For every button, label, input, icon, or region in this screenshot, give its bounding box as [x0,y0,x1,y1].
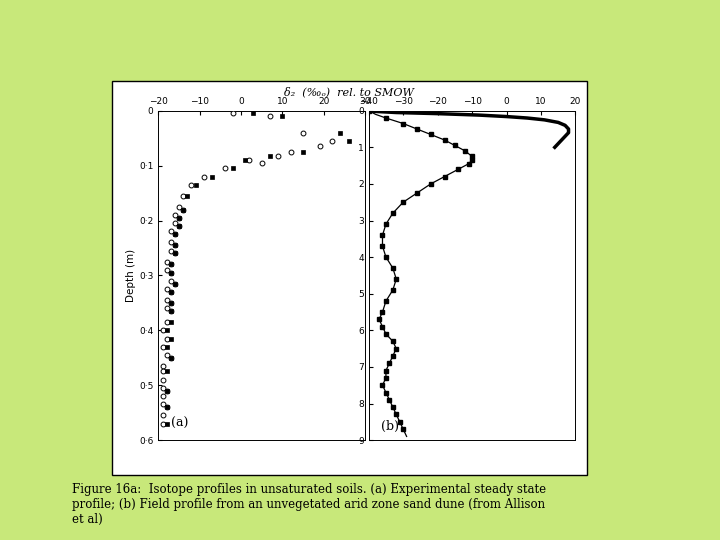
Text: (b): (b) [381,420,399,433]
Y-axis label: Depth (m): Depth (m) [127,249,136,302]
Text: δ₂  (‰ₒ)  rel. to SMOW: δ₂ (‰ₒ) rel. to SMOW [284,86,414,97]
Text: (a): (a) [171,417,188,430]
Text: Figure 16a:  Isotope profiles in unsaturated soils. (a) Experimental steady stat: Figure 16a: Isotope profiles in unsatura… [72,483,546,526]
